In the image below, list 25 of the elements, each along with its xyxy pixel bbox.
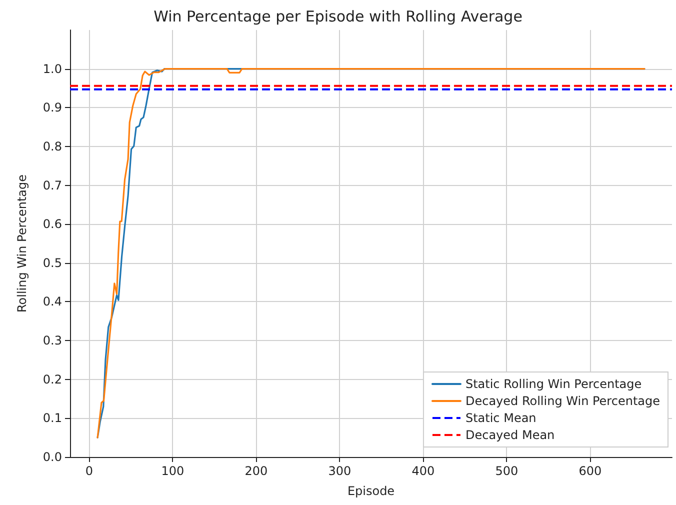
- y-tick-label: 0.8: [42, 139, 62, 154]
- y-tick-label: 0.5: [42, 256, 62, 270]
- chart-title: Win Percentage per Episode with Rolling Average: [154, 8, 522, 26]
- x-tick-label: 100: [161, 464, 184, 478]
- x-axis-title: Episode: [347, 484, 395, 498]
- y-tick-label: 0.1: [42, 411, 62, 426]
- x-tick-label: 200: [244, 464, 268, 478]
- y-tick-label: 0.3: [42, 334, 62, 348]
- y-tick-label: 0.6: [42, 217, 62, 232]
- x-tick-label: 300: [328, 464, 352, 478]
- x-tick-label: 400: [412, 464, 435, 478]
- x-tick-label: 0: [85, 464, 94, 478]
- y-tick-label: 0.4: [42, 294, 62, 309]
- legend-label: Static Rolling Win Percentage: [465, 377, 642, 391]
- y-tick-label: 0.7: [42, 178, 62, 192]
- legend-label: Decayed Rolling Win Percentage: [465, 394, 660, 408]
- y-tick-label: 0.9: [42, 100, 62, 115]
- x-tick-label: 600: [578, 464, 602, 478]
- y-tick-label: 0.0: [42, 450, 62, 464]
- legend-label: Decayed Mean: [465, 428, 555, 442]
- y-axis-title: Rolling Win Percentage: [15, 174, 29, 313]
- legend-label: Static Mean: [465, 411, 536, 425]
- y-tick-label: 0.2: [42, 372, 62, 386]
- x-tick-label: 500: [495, 464, 518, 478]
- y-tick-label: 1.0: [42, 62, 62, 76]
